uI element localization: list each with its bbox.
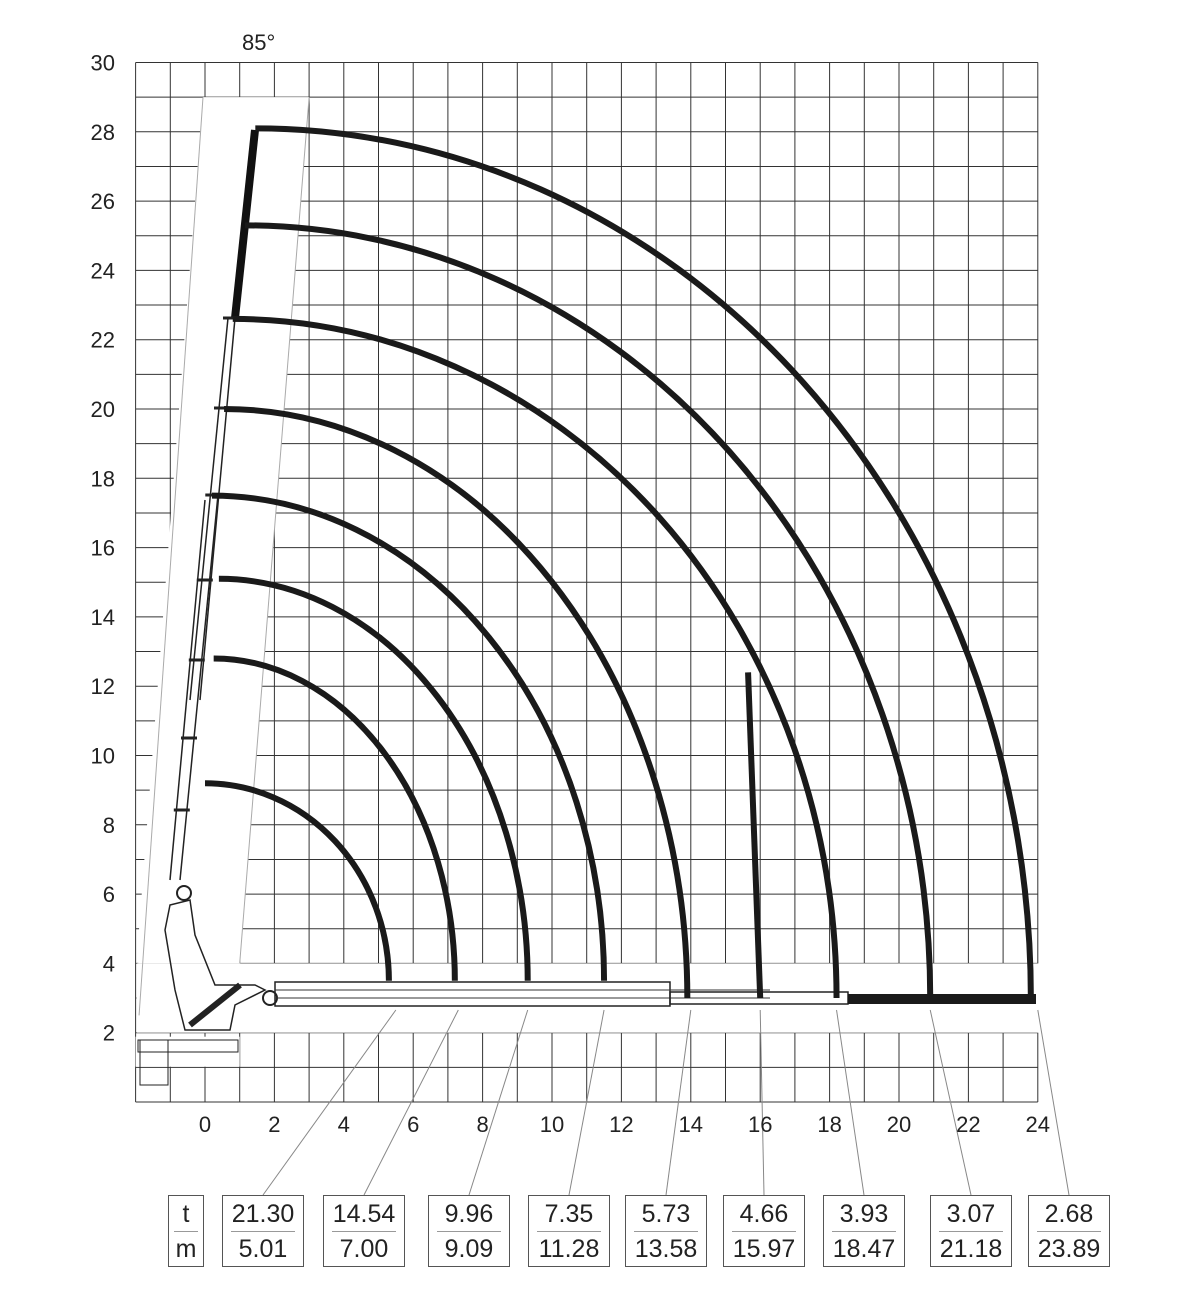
x-tick-label: 20 bbox=[887, 1112, 911, 1137]
mask-wedge bbox=[136, 97, 310, 1033]
x-tick-label: 14 bbox=[679, 1112, 703, 1137]
radius-unit: m bbox=[175, 1235, 197, 1263]
leader-line bbox=[363, 1009, 459, 1196]
x-tick-label: 10 bbox=[540, 1112, 564, 1137]
reach-arc-5 bbox=[224, 406, 691, 999]
load-value: 14.54 bbox=[332, 1200, 396, 1228]
x-tick-label: 0 bbox=[199, 1112, 211, 1137]
leader-line bbox=[929, 1009, 972, 1196]
load-value: 5.73 bbox=[641, 1200, 691, 1228]
x-tick-label: 18 bbox=[817, 1112, 841, 1137]
y-tick-label: 8 bbox=[103, 813, 115, 838]
reach-arc-7 bbox=[244, 222, 934, 999]
x-tick-label: 2 bbox=[268, 1112, 280, 1137]
reach-arcs bbox=[204, 125, 1034, 999]
load-value: 3.93 bbox=[839, 1200, 889, 1228]
load-table-entry: 2.68 23.89 bbox=[1028, 1195, 1110, 1267]
radius-value: 18.47 bbox=[832, 1235, 896, 1263]
crane-column bbox=[164, 899, 267, 1031]
leader-line bbox=[262, 1009, 397, 1196]
load-value: 4.66 bbox=[739, 1200, 789, 1228]
radius-value: 7.00 bbox=[339, 1235, 389, 1263]
load-value: 2.68 bbox=[1044, 1200, 1094, 1228]
x-tick-label: 4 bbox=[338, 1112, 350, 1137]
boom-vertical-section bbox=[199, 317, 236, 701]
y-tick-label: 14 bbox=[91, 605, 115, 630]
load-table-entry: 9.96 9.09 bbox=[428, 1195, 510, 1267]
y-tick-label: 28 bbox=[91, 120, 115, 145]
outrigger bbox=[139, 1039, 169, 1086]
crane-base bbox=[137, 1039, 239, 1053]
reach-arc-3 bbox=[218, 575, 531, 981]
leader-line bbox=[665, 1009, 692, 1196]
y-tick-label: 10 bbox=[91, 744, 115, 769]
radius-value: 5.01 bbox=[238, 1235, 288, 1263]
radius-value: 15.97 bbox=[732, 1235, 796, 1263]
leader-line bbox=[836, 1009, 865, 1196]
y-tick-label: 18 bbox=[91, 466, 115, 491]
boom-extension-tip bbox=[848, 994, 1036, 1004]
x-tick-label: 22 bbox=[956, 1112, 980, 1137]
x-tick-label: 8 bbox=[476, 1112, 488, 1137]
load-table-entry: 4.66 15.97 bbox=[723, 1195, 805, 1267]
y-tick-label: 12 bbox=[91, 674, 115, 699]
load-table-entry: 3.07 21.18 bbox=[930, 1195, 1012, 1267]
radius-value: 13.58 bbox=[634, 1235, 698, 1263]
boom-vertical-section bbox=[179, 494, 219, 881]
x-tick-label: 12 bbox=[609, 1112, 633, 1137]
y-tick-label: 22 bbox=[91, 328, 115, 353]
leader-line bbox=[759, 1009, 765, 1196]
load-value: 3.07 bbox=[946, 1200, 996, 1228]
y-tick-label: 26 bbox=[91, 189, 115, 214]
leader-line bbox=[568, 1009, 605, 1196]
y-tick-label: 24 bbox=[91, 258, 115, 283]
load-table-header: t m bbox=[168, 1195, 204, 1267]
y-tick-label: 6 bbox=[103, 882, 115, 907]
y-tick-label: 30 bbox=[91, 51, 115, 76]
boom-vertical-section bbox=[189, 317, 229, 701]
leader-line bbox=[468, 1009, 529, 1196]
reach-arc-1 bbox=[204, 780, 392, 981]
load-table-entry: 7.35 11.28 bbox=[528, 1195, 610, 1267]
radius-value: 21.18 bbox=[939, 1235, 1003, 1263]
reach-arc-8 bbox=[255, 125, 1034, 999]
y-tick-label: 2 bbox=[103, 1021, 115, 1046]
load-table-entry: 21.30 5.01 bbox=[222, 1195, 304, 1267]
radius-value: 23.89 bbox=[1037, 1235, 1101, 1263]
x-tick-label: 6 bbox=[407, 1112, 419, 1137]
boom-vertical-section bbox=[169, 499, 206, 881]
load-value: 21.30 bbox=[231, 1200, 295, 1228]
boom-angle-label: 85° bbox=[242, 30, 275, 55]
reach-arc-4 bbox=[211, 492, 608, 981]
reach-limit-line bbox=[745, 672, 764, 999]
load-table-entry: 14.54 7.00 bbox=[323, 1195, 405, 1267]
radius-value: 11.28 bbox=[538, 1235, 600, 1263]
x-tick-label: 16 bbox=[748, 1112, 772, 1137]
load-table-entry: 3.93 18.47 bbox=[823, 1195, 905, 1267]
x-tick-label: 24 bbox=[1026, 1112, 1050, 1137]
load-unit: t bbox=[182, 1200, 190, 1228]
y-tick-label: 20 bbox=[91, 397, 115, 422]
leader-line bbox=[1037, 1009, 1070, 1196]
y-tick-label: 4 bbox=[103, 951, 115, 976]
y-axis-ticks: 30 28 26 24 22 20 18 16 14 12 10 8 6 4 2 bbox=[91, 51, 115, 1046]
main-cylinder bbox=[188, 982, 242, 1028]
radius-value: 9.09 bbox=[444, 1235, 494, 1263]
angle-line-right bbox=[239, 97, 310, 964]
reach-arc-2 bbox=[213, 655, 458, 981]
leader-lines bbox=[262, 1009, 1070, 1196]
angle-line-left bbox=[138, 97, 204, 1016]
x-axis-ticks: 0 2 4 6 8 10 12 14 16 18 20 22 24 bbox=[199, 1112, 1050, 1137]
y-tick-label: 16 bbox=[91, 536, 115, 561]
knuckle-pivot bbox=[176, 885, 192, 901]
reach-arc-6 bbox=[232, 315, 840, 999]
load-value: 9.96 bbox=[444, 1200, 494, 1228]
load-value: 7.35 bbox=[544, 1200, 594, 1228]
load-table-entry: 5.73 13.58 bbox=[625, 1195, 707, 1267]
